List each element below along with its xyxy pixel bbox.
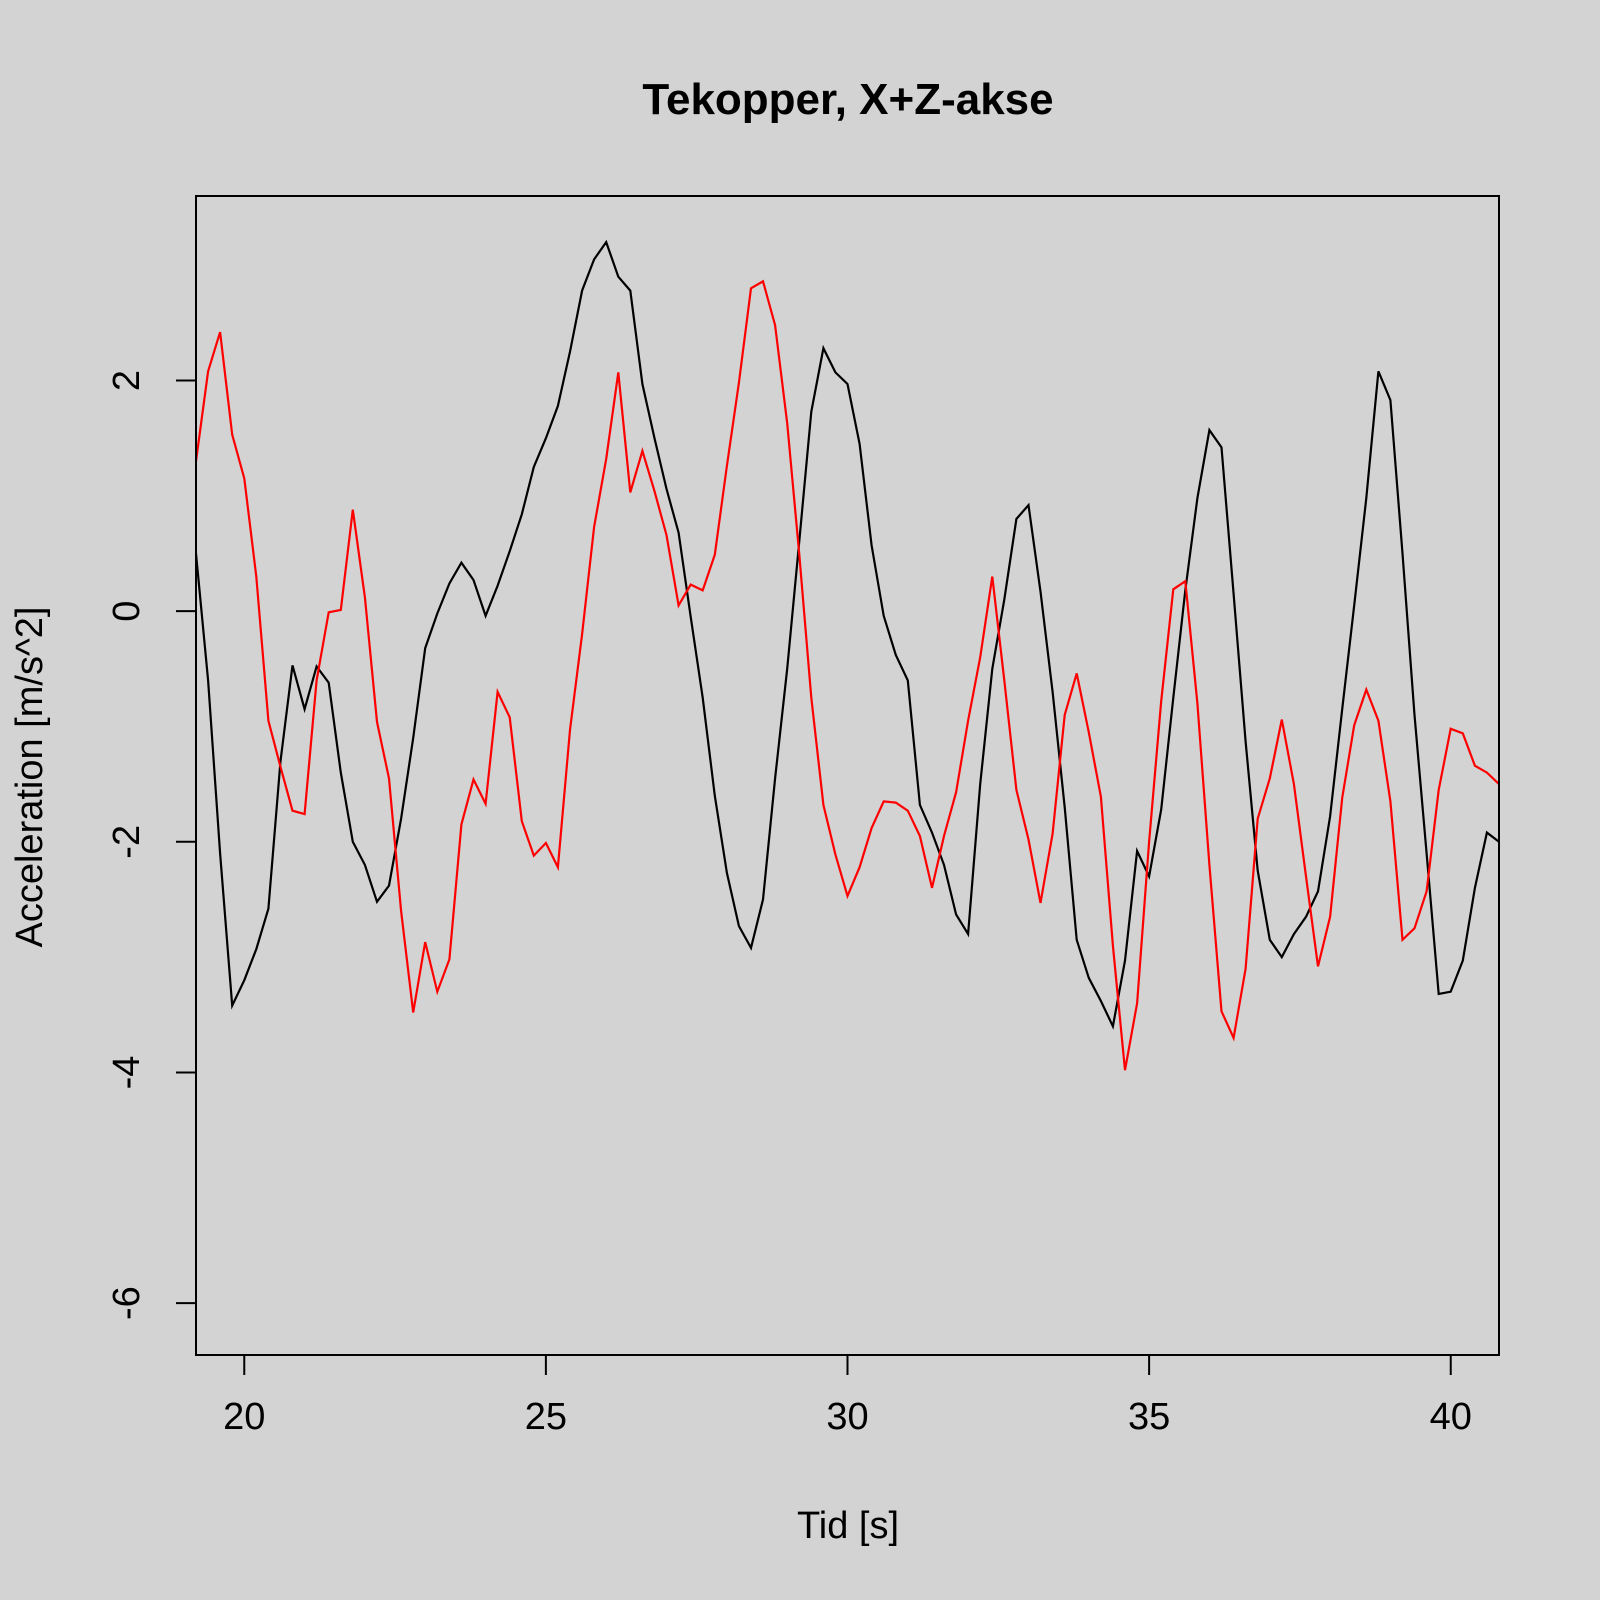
x-tick-label-25: 25 [525, 1396, 567, 1438]
series-line-1 [194, 239, 1500, 1030]
series-layer [194, 239, 1500, 1071]
axes-layer: 20 25 30 35 40 -6 -4 -2 0 2 [106, 370, 1472, 1438]
y-tick-label--4: -4 [106, 1056, 148, 1090]
x-axis-label: Tid [s] [797, 1505, 899, 1547]
y-tick-label-0: 0 [106, 601, 148, 622]
y-axis-label: Acceleration [m/s^2] [9, 607, 51, 948]
y-tick-label--2: -2 [106, 825, 148, 859]
x-tick-label-40: 40 [1430, 1396, 1472, 1438]
y-tick-label-2: 2 [106, 370, 148, 391]
x-tick-label-30: 30 [826, 1396, 868, 1438]
x-tick-label-20: 20 [223, 1396, 265, 1438]
y-tick-label--6: -6 [106, 1286, 148, 1320]
plot-frame [195, 195, 1500, 1356]
series-line-2 [194, 279, 1500, 1071]
chart-title: Tekopper, X+Z-akse [642, 75, 1053, 124]
x-tick-label-35: 35 [1128, 1396, 1170, 1438]
